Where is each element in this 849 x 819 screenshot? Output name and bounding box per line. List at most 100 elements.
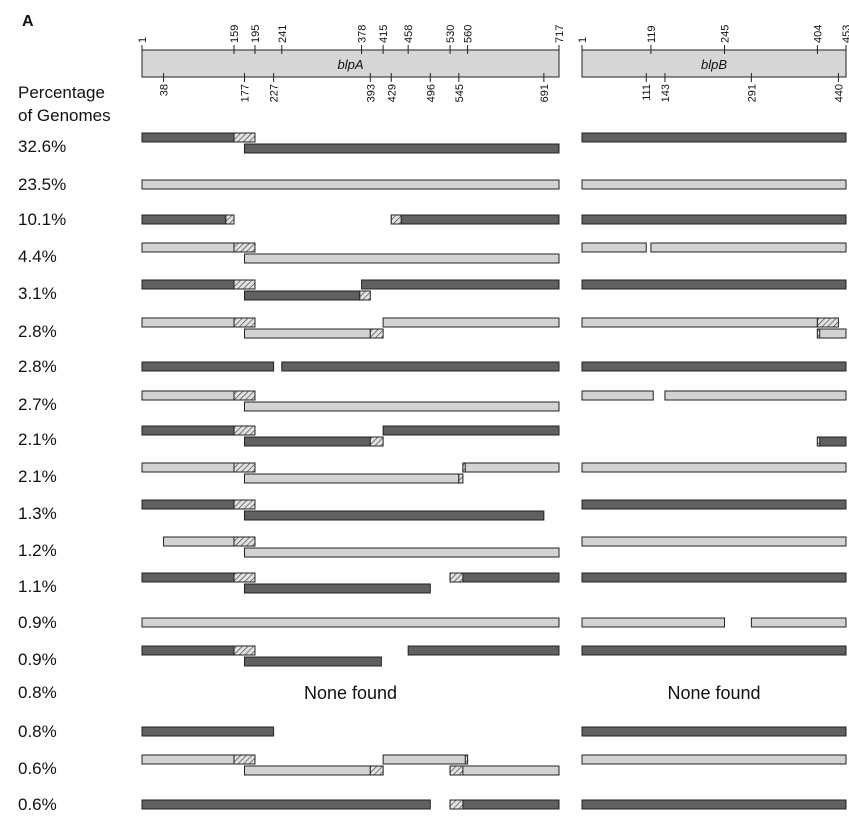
hatched-region <box>369 765 384 776</box>
percentage-label: 0.8% <box>18 683 57 702</box>
hatched-region <box>225 214 235 225</box>
hatched-region <box>233 317 256 328</box>
percentage-label: 0.6% <box>18 759 57 778</box>
allele-segment <box>141 754 235 765</box>
tick-label-top: 378 <box>357 25 369 43</box>
hatched-region <box>449 799 464 810</box>
allele-segment <box>382 317 560 328</box>
allele-segment <box>141 462 235 473</box>
percentage-label: 2.8% <box>18 322 57 341</box>
allele-segment <box>581 279 847 290</box>
hatched-region <box>369 328 384 339</box>
tick-label-bottom: 496 <box>425 84 437 102</box>
row-header-line-1: Percentage <box>18 83 105 102</box>
hatched-region <box>233 536 256 547</box>
tick-label-top: 195 <box>250 25 262 43</box>
tick-label-top: 530 <box>445 25 457 43</box>
allele-segment <box>581 499 847 510</box>
tick-label-bottom: 545 <box>454 84 466 102</box>
tick-label-top: 453 <box>841 25 849 43</box>
hatched-region <box>369 436 384 447</box>
allele-segment <box>581 317 818 328</box>
gene-box-blpB <box>581 49 847 78</box>
hatched-region <box>816 436 821 447</box>
genome-row: 2.1% <box>18 425 847 449</box>
hatched-region <box>233 499 256 510</box>
percentage-label: 32.6% <box>18 137 66 156</box>
allele-segment <box>361 279 560 290</box>
row-header-line-2: of Genomes <box>18 106 111 125</box>
allele-segment <box>244 143 560 154</box>
genome-row: 0.9% <box>18 613 847 632</box>
allele-segment <box>581 572 847 583</box>
tick-label-top: 458 <box>403 25 415 43</box>
gene-box-blpA <box>141 49 560 78</box>
allele-segment <box>581 462 847 473</box>
allele-segment <box>382 754 469 765</box>
allele-segment <box>163 536 235 547</box>
allele-segment <box>141 132 235 143</box>
allele-segment <box>581 214 847 225</box>
allele-segment <box>581 754 847 765</box>
tick-label-top: 717 <box>554 25 566 43</box>
percentage-label: 1.1% <box>18 577 57 596</box>
none-found-label: None found <box>667 683 760 703</box>
genome-row: 0.6% <box>18 754 847 778</box>
allele-segment <box>141 726 275 737</box>
genome-row: 4.4% <box>18 242 847 266</box>
allele-segment <box>581 536 847 547</box>
allele-segment <box>141 499 235 510</box>
hatched-region <box>816 328 821 339</box>
allele-segment <box>581 617 726 628</box>
allele-segment <box>449 765 560 776</box>
allele-segment <box>407 645 560 656</box>
allele-segment <box>462 462 560 473</box>
genome-row: 1.3% <box>18 499 847 523</box>
allele-segment <box>244 401 560 412</box>
percentage-label: 23.5% <box>18 175 66 194</box>
allele-segment <box>141 361 275 372</box>
hatched-region <box>233 754 256 765</box>
hatched-region <box>233 242 256 253</box>
genome-row: 32.6% <box>18 132 847 156</box>
tick-label-bottom: 38 <box>159 84 171 96</box>
panel-label: A <box>22 13 34 30</box>
hatched-region <box>462 462 466 473</box>
allele-segment <box>244 436 371 447</box>
allele-segment <box>816 328 847 339</box>
allele-segment <box>281 361 560 372</box>
allele-segment <box>750 617 847 628</box>
tick-label-bottom: 691 <box>539 84 551 102</box>
allele-segment <box>581 799 847 810</box>
genome-row: 2.8% <box>18 317 847 341</box>
tick-label-top: 1 <box>577 37 589 43</box>
tick-label-bottom: 143 <box>660 84 672 102</box>
percentage-label: 4.4% <box>18 247 57 266</box>
allele-segment <box>581 390 654 401</box>
allele-segment <box>141 572 235 583</box>
tick-label-bottom: 177 <box>240 84 252 102</box>
allele-segment <box>244 656 382 667</box>
genome-row: 0.6% <box>18 795 847 814</box>
genome-row: 2.7% <box>18 390 847 414</box>
allele-segment <box>244 765 371 776</box>
allele-segment <box>141 390 235 401</box>
percentage-label: 0.9% <box>18 613 57 632</box>
allele-segment <box>449 572 560 583</box>
hatched-region <box>233 645 256 656</box>
allele-segment <box>244 510 545 521</box>
genome-row: 3.1% <box>18 279 847 303</box>
allele-segment <box>244 473 460 484</box>
genome-row: 0.8% None found None found <box>18 683 761 703</box>
percentage-label: 1.3% <box>18 504 57 523</box>
allele-segment <box>581 179 847 190</box>
tick-label-top: 404 <box>812 25 824 43</box>
tick-label-top: 415 <box>378 25 390 43</box>
genome-row: 0.8% <box>18 722 847 741</box>
tick-label-bottom: 111 <box>641 84 653 101</box>
allele-segment <box>244 328 371 339</box>
tick-label-bottom: 227 <box>269 84 281 102</box>
hatched-region <box>464 754 469 765</box>
allele-segment <box>141 179 560 190</box>
genome-row: 0.9% <box>18 645 847 669</box>
